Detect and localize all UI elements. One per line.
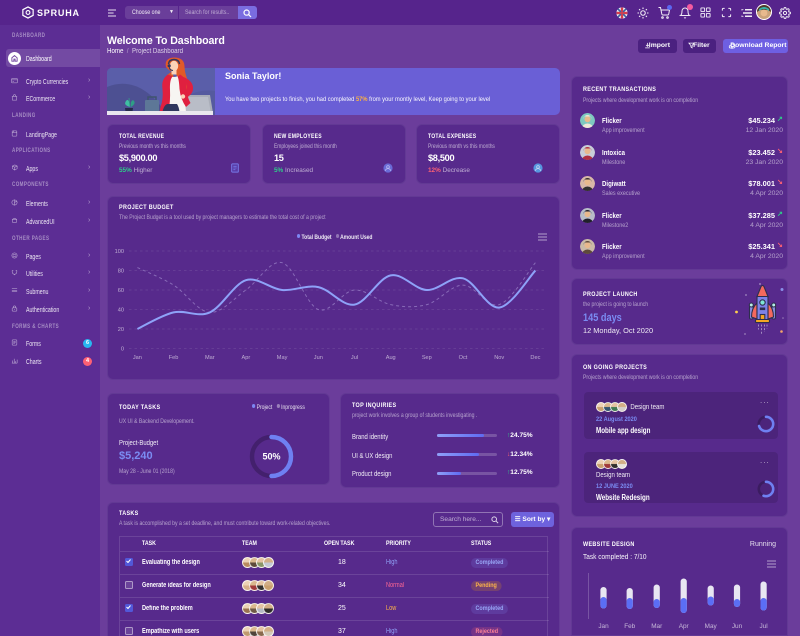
svg-text:80: 80 <box>118 269 124 275</box>
svg-text:Nov: Nov <box>494 355 504 361</box>
svg-text:0: 0 <box>121 347 124 353</box>
svg-text:Jun: Jun <box>314 355 323 361</box>
svg-text:Mar: Mar <box>651 623 663 630</box>
svg-text:Jan: Jan <box>133 355 142 361</box>
svg-text:Jun: Jun <box>732 623 743 630</box>
svg-text:Apr: Apr <box>242 355 251 361</box>
svg-text:40: 40 <box>118 308 124 314</box>
svg-text:Feb: Feb <box>169 355 179 361</box>
svg-text:Aug: Aug <box>386 355 396 361</box>
svg-text:Oct: Oct <box>459 355 468 361</box>
svg-text:Mar: Mar <box>205 355 215 361</box>
svg-text:Sep: Sep <box>422 355 432 361</box>
svg-text:Dec: Dec <box>530 355 540 361</box>
svg-text:Apr: Apr <box>679 623 690 630</box>
svg-text:20: 20 <box>118 327 124 333</box>
svg-text:Feb: Feb <box>624 623 635 630</box>
svg-text:May: May <box>705 623 718 630</box>
svg-text:50%: 50% <box>262 451 280 461</box>
svg-text:Jan: Jan <box>598 623 609 630</box>
svg-text:May: May <box>277 355 288 361</box>
svg-text:100: 100 <box>115 249 124 255</box>
svg-text:Jul: Jul <box>760 623 768 630</box>
svg-text:Jul: Jul <box>351 355 358 361</box>
svg-text:60: 60 <box>118 288 124 294</box>
